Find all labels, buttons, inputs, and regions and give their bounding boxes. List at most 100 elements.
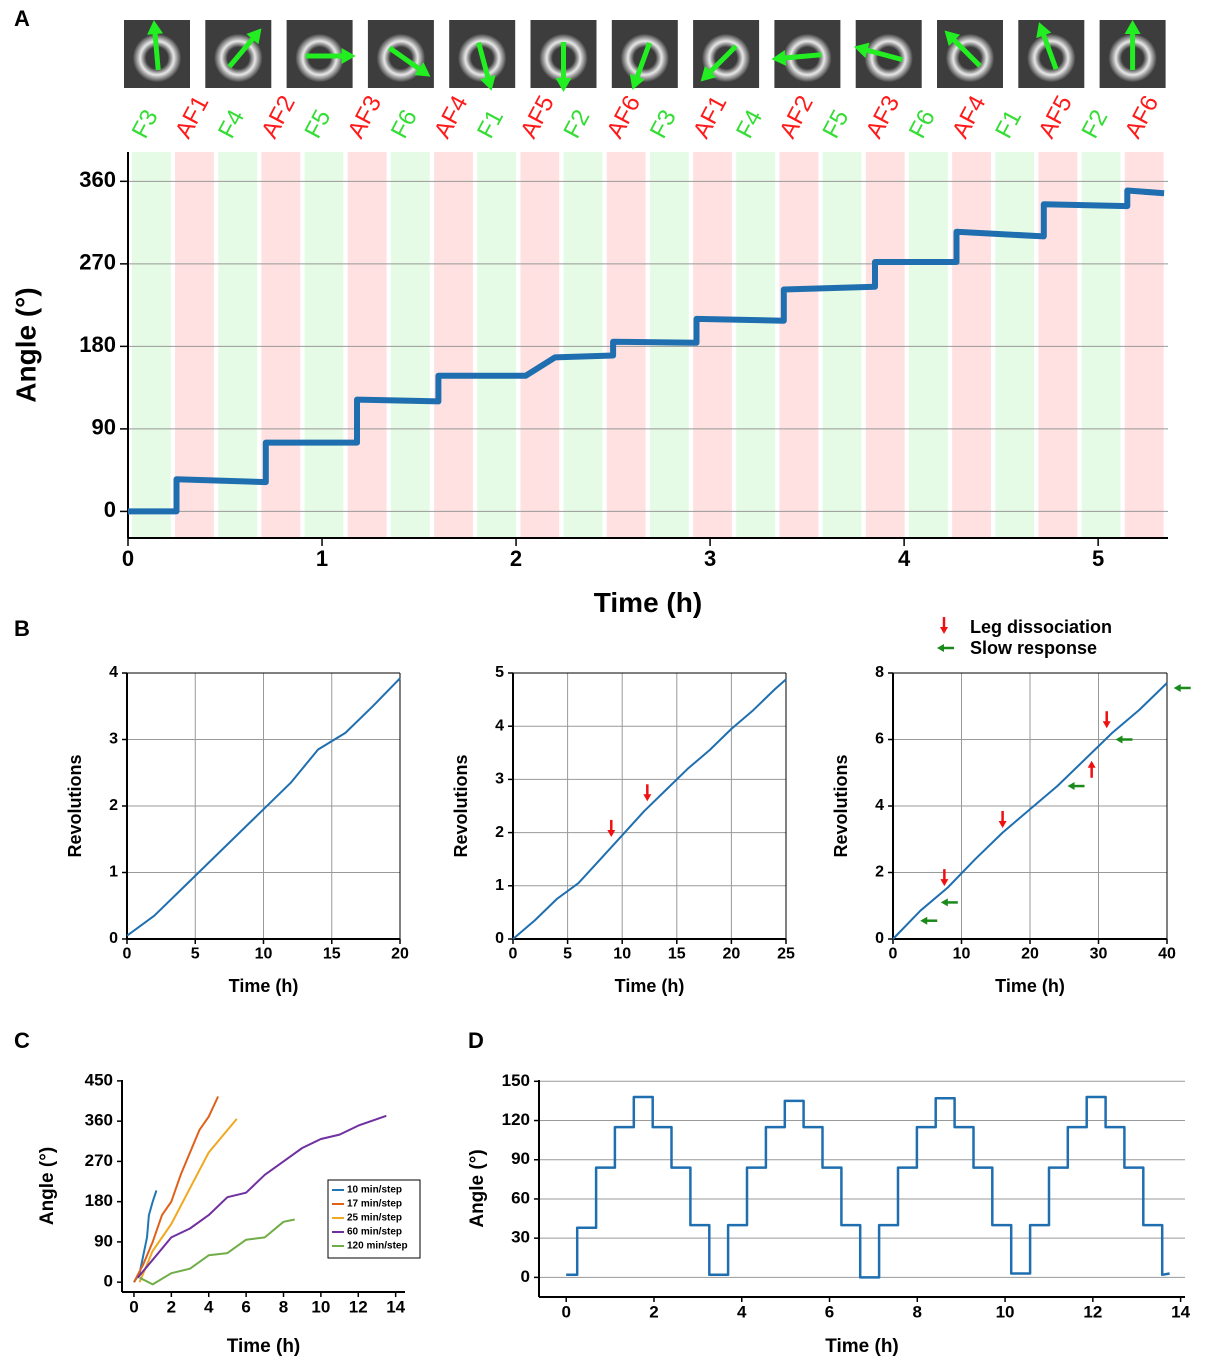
x-axis-label: Time (h) bbox=[229, 976, 299, 996]
x-tick-label: 15 bbox=[323, 945, 341, 962]
band bbox=[1124, 152, 1164, 538]
y-tick-label: 270 bbox=[85, 1151, 113, 1170]
band bbox=[865, 152, 905, 538]
x-tick-label: 10 bbox=[613, 945, 631, 962]
series-line bbox=[138, 1118, 238, 1283]
x-axis-label: Time (h) bbox=[825, 1336, 899, 1357]
series-line bbox=[139, 1218, 295, 1286]
x-axis-label: Time (h) bbox=[995, 976, 1065, 996]
x-tick-label: 5 bbox=[191, 945, 200, 962]
arrow bbox=[1036, 22, 1059, 71]
arrow bbox=[476, 41, 496, 91]
band-label: AF4 bbox=[429, 91, 474, 143]
y-tick-label: 4 bbox=[109, 664, 118, 681]
x-tick-label: 5 bbox=[1092, 546, 1104, 571]
thumbnails bbox=[124, 20, 1166, 92]
panel-label: D bbox=[468, 1028, 484, 1053]
band-label: AF3 bbox=[861, 91, 906, 143]
arrow-head bbox=[607, 829, 616, 837]
arrow-head bbox=[1102, 721, 1111, 729]
arrow-shaft bbox=[1040, 30, 1059, 71]
x-axis-label: Time (h) bbox=[594, 587, 702, 618]
band-label: AF5 bbox=[1033, 91, 1078, 143]
arrow-head bbox=[1124, 20, 1141, 34]
x-tick-label: 0 bbox=[561, 1302, 570, 1321]
arrow-head bbox=[1087, 760, 1096, 768]
band-label: F3 bbox=[645, 105, 682, 142]
band-label: F3 bbox=[127, 105, 164, 142]
y-tick-label: 270 bbox=[79, 250, 116, 275]
x-tick-label: 4 bbox=[737, 1302, 747, 1321]
y-tick-label: 360 bbox=[85, 1111, 113, 1130]
x-tick-label: 0 bbox=[123, 945, 132, 962]
band-label: AF2 bbox=[774, 91, 819, 143]
x-tick-label: 20 bbox=[723, 945, 741, 962]
y-tick-label: 2 bbox=[875, 864, 884, 881]
arrow bbox=[700, 44, 738, 82]
arrow-shaft bbox=[949, 35, 982, 68]
x-tick-label: 0 bbox=[889, 945, 898, 962]
marker bbox=[1067, 782, 1085, 791]
marker bbox=[1102, 711, 1111, 729]
arrow-head bbox=[944, 30, 961, 47]
band bbox=[304, 152, 344, 538]
band-label: F4 bbox=[731, 105, 768, 142]
arrow-head bbox=[940, 627, 948, 634]
arrow bbox=[387, 45, 431, 77]
arrow bbox=[555, 42, 572, 92]
band-label: AF2 bbox=[256, 91, 301, 143]
y-tick-label: 90 bbox=[94, 1231, 113, 1250]
panel-label: C bbox=[14, 1028, 30, 1053]
y-tick-label: 4 bbox=[875, 797, 884, 814]
band bbox=[779, 152, 819, 538]
x-tick-label: 12 bbox=[349, 1297, 368, 1316]
x-tick-label: 4 bbox=[204, 1297, 214, 1316]
y-tick-label: 0 bbox=[875, 930, 884, 947]
y-tick-label: 0 bbox=[521, 1267, 530, 1286]
y-tick-label: 5 bbox=[495, 664, 504, 681]
arrow bbox=[227, 28, 262, 69]
band bbox=[1081, 152, 1121, 538]
arrow-head bbox=[1115, 735, 1123, 744]
arrow-head bbox=[771, 49, 787, 66]
x-tick-label: 20 bbox=[391, 945, 409, 962]
band-label: AF5 bbox=[515, 91, 560, 143]
y-tick-label: 1 bbox=[109, 864, 118, 881]
y-tick-label: 180 bbox=[85, 1191, 113, 1210]
x-tick-label: 8 bbox=[279, 1297, 288, 1316]
y-tick-label: 8 bbox=[875, 664, 884, 681]
band-label: F5 bbox=[299, 105, 336, 142]
legend-symbol bbox=[940, 617, 948, 634]
y-axis-label: Revolutions bbox=[65, 754, 85, 857]
x-tick-label: 0 bbox=[122, 546, 134, 571]
arrow bbox=[629, 41, 652, 90]
arrow-head bbox=[1036, 22, 1052, 39]
band bbox=[175, 152, 214, 538]
series-line bbox=[566, 1095, 1170, 1279]
arrow-head bbox=[920, 916, 928, 925]
legend-label: 17 min/step bbox=[347, 1199, 402, 1210]
series-line bbox=[512, 678, 787, 940]
x-tick-label: 15 bbox=[668, 945, 686, 962]
y-axis-label: Revolutions bbox=[451, 754, 471, 857]
band-label: F5 bbox=[817, 105, 854, 142]
series-line bbox=[126, 677, 401, 937]
y-tick-label: 450 bbox=[85, 1070, 113, 1089]
x-tick-label: 2 bbox=[649, 1302, 658, 1321]
y-tick-label: 150 bbox=[502, 1071, 530, 1090]
arrow-head bbox=[998, 820, 1007, 828]
series-line bbox=[133, 1096, 220, 1283]
band bbox=[347, 152, 387, 538]
x-tick-label: 12 bbox=[1083, 1302, 1102, 1321]
x-tick-label: 14 bbox=[1171, 1302, 1190, 1321]
x-axis-label: Time (h) bbox=[227, 1336, 301, 1357]
band bbox=[520, 152, 560, 538]
panel-label: B bbox=[14, 616, 30, 641]
band-label: F4 bbox=[213, 105, 250, 142]
y-tick-label: 0 bbox=[104, 497, 116, 522]
band bbox=[390, 152, 430, 538]
x-tick-label: 10 bbox=[255, 945, 273, 962]
arrow-shaft bbox=[781, 52, 822, 61]
band bbox=[131, 152, 171, 538]
